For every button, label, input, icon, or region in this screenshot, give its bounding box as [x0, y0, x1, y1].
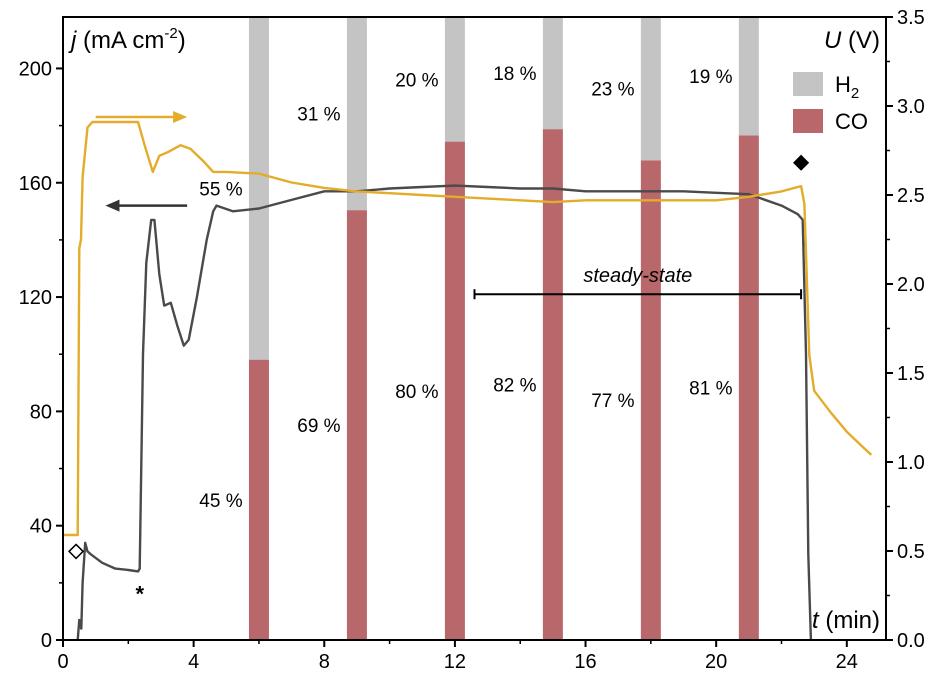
legend-label: H2	[835, 72, 859, 102]
bar-co	[738, 135, 759, 640]
y-left-tick-label: 0	[41, 630, 52, 652]
h2-percent-label: 31 %	[297, 105, 340, 126]
bar-co	[640, 160, 661, 641]
y-left-unit: (mA cm	[76, 27, 164, 54]
x-tick-label: 20	[705, 651, 727, 673]
y-right-tick-label: 0.5	[897, 541, 925, 563]
legend-swatch	[793, 109, 823, 133]
axis-labels: j (mA cm-2) U (V) t (min)	[68, 25, 880, 634]
y-right-symbol: U	[824, 27, 842, 54]
co-percent-label: 80 %	[395, 382, 438, 403]
bar-h2	[444, 17, 465, 142]
bar-co	[542, 129, 563, 640]
y-right-tick-label: 3.5	[897, 7, 925, 29]
annotations: steady-state *	[68, 111, 810, 606]
co-percent-label: 81 %	[689, 379, 732, 400]
axes	[62, 16, 887, 641]
co-percent-label: 77 %	[591, 391, 634, 412]
legend-label: CO	[835, 109, 868, 134]
y-right-tick-label: 0.0	[897, 630, 925, 652]
y-right-tick-label: 3.0	[897, 96, 925, 118]
legend-swatch	[793, 72, 823, 96]
co-percent-label: 69 %	[297, 416, 340, 437]
bar-h2	[640, 17, 661, 161]
ticks: 0 4 8 12 16 20 24 0 40 80 120 160 200 0.0 0.5 1.0 1.5 2.0…	[19, 7, 925, 673]
bar-co	[248, 359, 269, 640]
y-right-tick-label: 1.5	[897, 363, 925, 385]
bar-co	[444, 141, 465, 640]
y-left-tick-label: 80	[30, 401, 52, 423]
h2-percent-label: 23 %	[591, 80, 634, 101]
y-right-unit: (V)	[841, 27, 880, 54]
plot-frame	[62, 16, 887, 641]
y-left-tick-label: 120	[19, 287, 52, 309]
co-percent-label: 82 %	[493, 376, 536, 397]
y-left-tick-label: 200	[19, 58, 52, 80]
x-symbol: t	[812, 607, 820, 634]
h2-percent-label: 55 %	[199, 179, 242, 200]
legend: H2 CO	[793, 72, 868, 134]
y-left-unit-close: )	[178, 27, 186, 54]
co-percent-label: 45 %	[199, 491, 242, 512]
x-unit: (min)	[819, 607, 880, 634]
legend-label-main: CO	[835, 109, 868, 134]
current-density-line	[76, 184, 813, 641]
bar-h2	[542, 17, 563, 130]
x-tick-label: 0	[57, 651, 68, 673]
asterisk-marker: *	[135, 581, 144, 606]
x-tick-label: 16	[574, 651, 596, 673]
y-right-axis-title: U (V)	[824, 27, 880, 54]
fe-bars: 45 % 55 % 69 % 31 % 80 % 20 % 82 % 18 % 77 % 23 %…	[199, 17, 759, 641]
filled-diamond-marker	[793, 154, 810, 171]
y-right-tick-label: 2.5	[897, 185, 925, 207]
open-diamond-marker	[68, 543, 85, 560]
x-axis-title: t (min)	[812, 607, 880, 634]
voltage-line	[63, 120, 873, 537]
y-left-tick-label: 40	[30, 516, 52, 538]
legend-label-main: H	[835, 72, 851, 97]
x-tick-label: 8	[319, 651, 330, 673]
h2-percent-label: 19 %	[689, 67, 732, 88]
y-right-tick-label: 2.0	[897, 274, 925, 296]
data-series	[63, 120, 873, 641]
bar-h2	[248, 17, 269, 360]
y-left-unit-sup: -2	[164, 25, 177, 42]
x-tick-label: 4	[188, 651, 199, 673]
x-tick-label: 12	[444, 651, 466, 673]
arrow-left-head	[105, 199, 120, 212]
y-left-symbol: j	[68, 27, 77, 54]
y-right-tick-label: 1.0	[897, 452, 925, 474]
legend-label-sub: 2	[851, 85, 859, 102]
h2-percent-label: 18 %	[493, 64, 536, 85]
y-left-tick-label: 160	[19, 173, 52, 195]
steady-state-label: steady-state	[583, 265, 692, 287]
bar-co	[346, 210, 367, 640]
h2-percent-label: 20 %	[395, 70, 438, 91]
bar-h2	[738, 17, 759, 136]
bar-h2	[346, 17, 367, 211]
y-left-axis-title: j (mA cm-2)	[68, 25, 186, 54]
x-tick-label: 24	[836, 651, 858, 673]
arrow-right-head	[173, 111, 188, 124]
